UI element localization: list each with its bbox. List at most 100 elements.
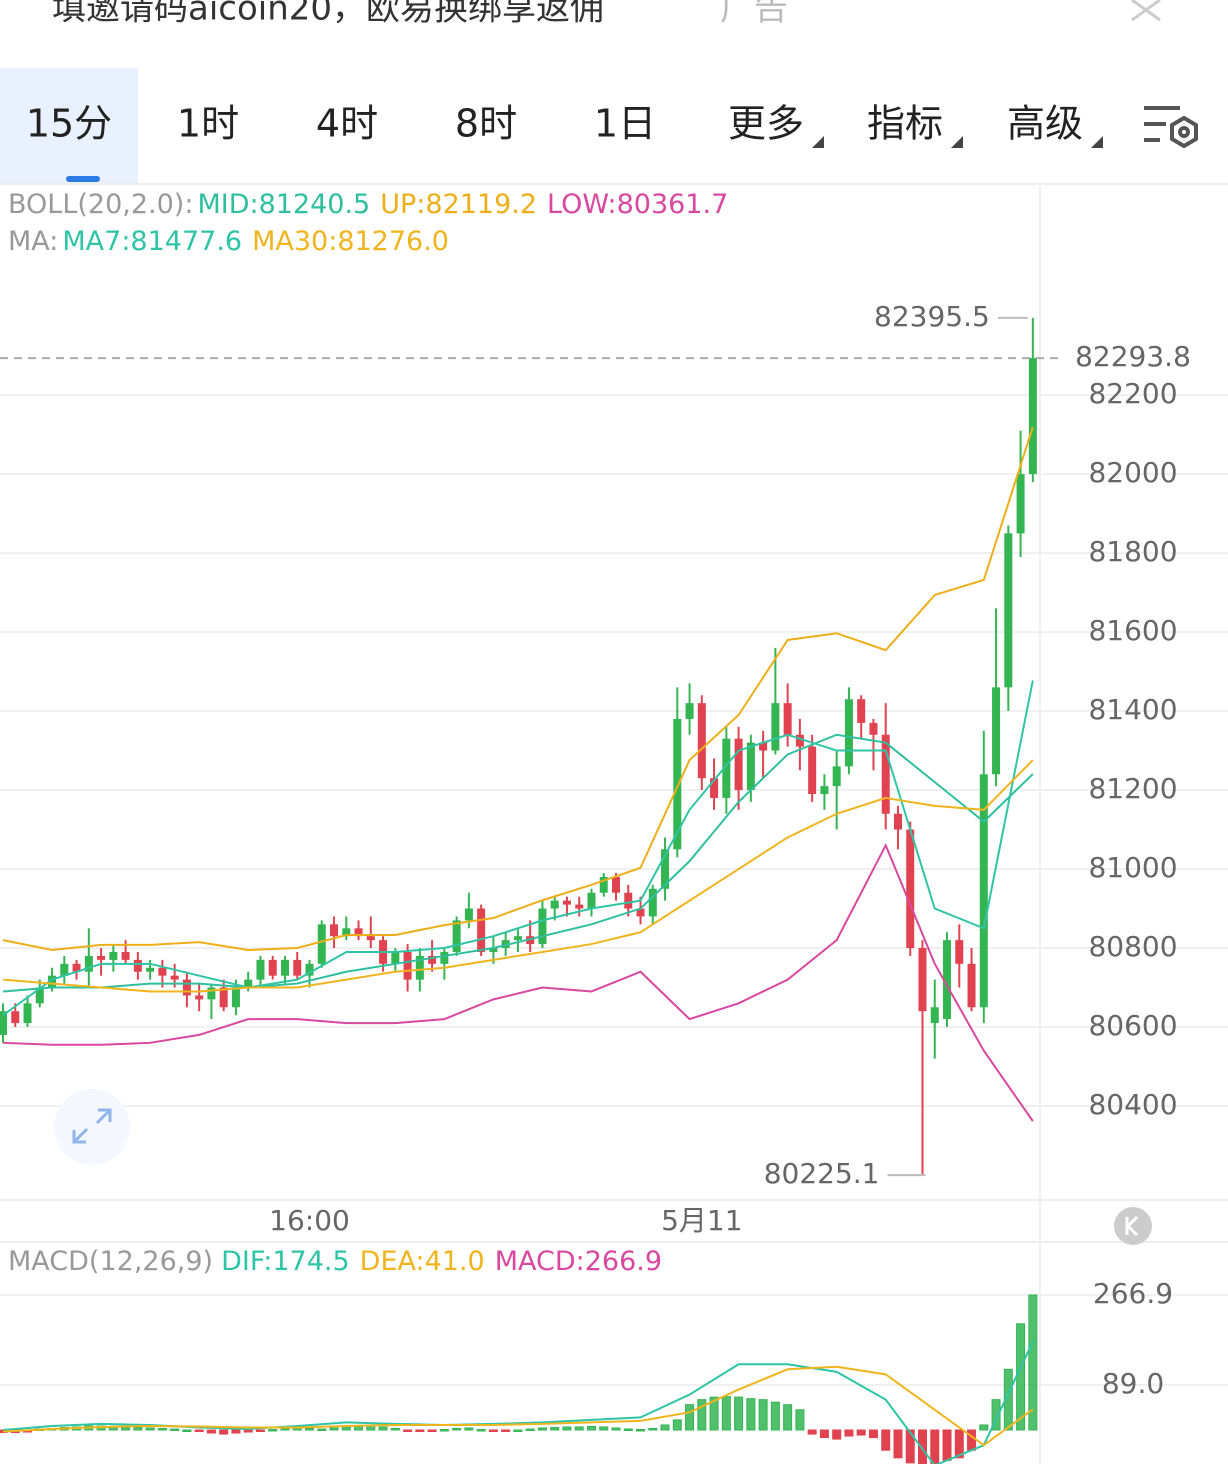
candle-body xyxy=(967,963,976,1008)
close-button[interactable] xyxy=(1131,0,1161,22)
candle-body xyxy=(661,849,670,889)
tab[interactable]: 4时 xyxy=(316,102,378,146)
macd-bar xyxy=(599,1426,609,1431)
macd-bar xyxy=(709,1396,719,1431)
dropdown-arrow xyxy=(1091,136,1103,148)
indicator-line xyxy=(2,733,1034,993)
macd-bar xyxy=(856,1429,866,1436)
candle-body xyxy=(170,975,179,980)
macd-bar xyxy=(758,1399,768,1431)
legend-entry: MACD:266.9 xyxy=(495,1246,662,1277)
candle-body xyxy=(428,955,437,964)
legend-entry: DEA:41.0 xyxy=(360,1246,485,1277)
candle-body xyxy=(35,987,44,1004)
macd-bar xyxy=(170,1428,180,1431)
low-label: 80225.1 xyxy=(764,1157,880,1190)
candle-body xyxy=(366,936,375,941)
histogram xyxy=(0,1294,1038,1464)
y-tick-label: 82000 xyxy=(1088,456,1177,489)
macd-bar xyxy=(121,1426,131,1431)
macd-bar xyxy=(721,1396,731,1431)
candle-body xyxy=(268,959,277,976)
candle-body xyxy=(562,900,571,905)
indicator-line xyxy=(2,759,1034,993)
macd-bar xyxy=(807,1429,817,1435)
candle-body xyxy=(783,703,792,735)
tab[interactable]: 15分 xyxy=(26,102,112,146)
legend-entry: MA7:81477.6 xyxy=(62,226,242,257)
macd-bar xyxy=(918,1429,927,1464)
candle-body xyxy=(109,951,118,960)
dropdown-arrow xyxy=(812,136,824,148)
macd-bar xyxy=(476,1428,486,1432)
tab[interactable]: 8时 xyxy=(455,102,517,146)
macd-bar xyxy=(390,1427,400,1431)
candle-body xyxy=(256,959,265,980)
macd-bar xyxy=(1028,1294,1038,1431)
x-tick-label: 5月11 xyxy=(661,1204,742,1237)
macd-bar xyxy=(636,1428,646,1432)
candle-body xyxy=(943,940,952,1020)
macd-bar xyxy=(439,1428,449,1432)
indicator-legend: BOLL(20,2.0): MID:81240.5 UP:82119.2 LOW:80… xyxy=(8,189,728,220)
macd-bar xyxy=(206,1429,216,1434)
candle-body xyxy=(489,948,498,952)
macd-bar xyxy=(157,1427,167,1431)
candle-body xyxy=(869,722,878,735)
legend-entry: MA30:81276.0 xyxy=(252,226,449,257)
candle-body xyxy=(759,742,768,751)
candle-body xyxy=(477,908,486,952)
dropdown-arrow xyxy=(951,136,963,148)
legend-entry: MID:81240.5 xyxy=(197,189,370,220)
candle-body xyxy=(195,995,204,1000)
candle-body xyxy=(710,778,719,798)
y-tick-label: 82200 xyxy=(1088,377,1177,410)
candle-body xyxy=(918,948,927,1012)
tab[interactable]: 1时 xyxy=(177,102,239,146)
candle-body xyxy=(158,967,167,976)
macd-bar xyxy=(341,1426,351,1431)
legend-entry: LOW:80361.7 xyxy=(547,189,728,220)
y-tick-label: 89.0 xyxy=(1102,1367,1164,1400)
tab[interactable]: 更多 xyxy=(728,102,804,146)
macd-bar xyxy=(219,1429,229,1435)
candle-body xyxy=(464,908,473,921)
candle-body xyxy=(84,955,93,972)
candle-body xyxy=(648,888,657,917)
candle-body xyxy=(403,951,412,980)
tab[interactable]: 指标 xyxy=(867,102,943,146)
candle-body xyxy=(317,924,326,964)
indicator-line xyxy=(2,842,1034,1122)
macd-bar xyxy=(746,1398,756,1431)
candle-body xyxy=(795,734,804,747)
candle-body xyxy=(330,924,339,937)
candle-body xyxy=(881,734,890,814)
macd-bar xyxy=(378,1426,388,1431)
settings-icon[interactable] xyxy=(1144,106,1198,149)
y-tick-label: 81200 xyxy=(1088,772,1177,805)
candle-body xyxy=(11,1011,20,1024)
macd-bar xyxy=(243,1429,253,1433)
macd-bar xyxy=(734,1396,744,1431)
legend-entry: UP:82119.2 xyxy=(380,189,537,220)
tab[interactable]: 高级 xyxy=(1007,102,1083,146)
macd-bar xyxy=(942,1429,952,1461)
macd-bar xyxy=(586,1425,596,1431)
macd-bar xyxy=(991,1399,1001,1431)
expand-button[interactable] xyxy=(54,1089,130,1165)
macd-bar xyxy=(979,1424,989,1431)
candle-body xyxy=(771,703,780,751)
macd-bar xyxy=(967,1429,977,1451)
k-button[interactable] xyxy=(1114,1207,1152,1245)
banner[interactable]: 填邀请码aicoin20，欧易换绑享返佣 xyxy=(52,0,604,29)
candle-body xyxy=(97,955,106,960)
y-tick-label: 266.9 xyxy=(1093,1277,1173,1310)
candle-body xyxy=(342,928,351,937)
candle-body xyxy=(440,951,449,964)
candle-body xyxy=(808,746,817,794)
tab[interactable]: 1日 xyxy=(594,102,656,146)
candle-body xyxy=(587,892,596,909)
price-chart: 82200 82000 81800 81600 81400 81200 81000 80800… xyxy=(0,189,1228,1237)
y-tick-label: 81600 xyxy=(1088,614,1177,647)
